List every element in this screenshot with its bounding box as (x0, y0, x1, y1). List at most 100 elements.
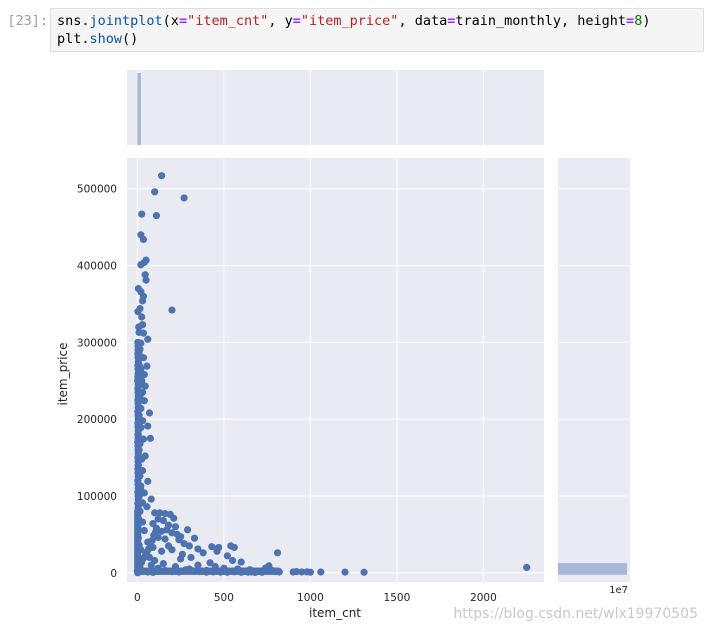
scatter-point (199, 549, 207, 557)
scatter-point (298, 568, 306, 576)
scatter-point (147, 561, 155, 569)
x-tick-label: 2000 (470, 592, 497, 604)
scatter-point (140, 371, 148, 379)
scatter-point (170, 514, 178, 522)
scatter-point (138, 210, 146, 218)
scatter-point (159, 516, 167, 525)
scatter-point (273, 549, 282, 557)
scatter-point (138, 313, 146, 321)
scatter-point (161, 535, 169, 543)
y-tick-label: 200000 (77, 414, 117, 426)
x-tick-label: 0 (134, 592, 141, 604)
scatter-point (194, 561, 202, 569)
scatter-point (154, 564, 162, 572)
scatter-point (134, 346, 142, 354)
scatter-point (144, 335, 152, 343)
scatter-point (139, 354, 148, 362)
scatter-point (145, 409, 154, 417)
scatter-point (161, 566, 169, 575)
scatter-point (216, 568, 225, 576)
scatter-point (144, 477, 152, 485)
scatter-point (143, 362, 151, 370)
scatter-point (183, 526, 192, 534)
scatter-point (189, 567, 197, 575)
scatter-point (194, 545, 202, 553)
scatter-point (168, 568, 176, 576)
right-marginal-offset-label: 1e7 (609, 585, 628, 596)
y-tick-label: 100000 (77, 491, 117, 503)
scatter-point (206, 559, 214, 567)
scatter-point (134, 438, 142, 446)
scatter-point (134, 453, 143, 462)
scatter-point (168, 306, 176, 314)
scatter-point (135, 493, 143, 501)
scatter-point (141, 271, 149, 279)
scatter-point (202, 568, 211, 576)
scatter-point (244, 568, 252, 576)
scatter-point (292, 568, 301, 576)
scatter-point (152, 212, 161, 220)
scatter-point (136, 484, 145, 492)
scatter-point (134, 284, 143, 293)
scatter-point (139, 235, 148, 244)
scatter-point (196, 568, 204, 576)
scatter-point (149, 568, 157, 576)
scatter-axes: 0 500 1000 1500 2000 0 100000 200000 300000 40000… (77, 158, 544, 604)
scatter-point (230, 568, 238, 576)
x-marginal-histogram (127, 70, 544, 145)
scatter-point (134, 370, 142, 378)
scatter-point (275, 568, 283, 576)
scatter-point (158, 527, 166, 535)
scatter-point (136, 507, 144, 515)
y-tick-label: 0 (110, 568, 117, 580)
scatter-point (187, 553, 195, 562)
scatter-point (134, 461, 142, 469)
watermark: https://blog.csdn.net/wlx19970505 (453, 606, 698, 622)
scatter-point (158, 172, 166, 180)
scatter-point (306, 568, 315, 576)
scatter-point (209, 568, 218, 576)
scatter-point (134, 308, 142, 316)
scatter-point (134, 469, 142, 477)
scatter-point (135, 515, 143, 523)
scatter-point (135, 541, 143, 549)
scatter-point (177, 555, 185, 563)
scatter-point (135, 423, 143, 431)
code-line-2: plt.show() (57, 31, 139, 47)
scatter-point (213, 547, 221, 555)
scatter-point (317, 568, 325, 576)
scatter-point (223, 552, 231, 560)
y-tick-label: 300000 (77, 337, 117, 349)
scatter-point (175, 568, 183, 576)
x-marginal-background (127, 70, 544, 145)
scatter-point (228, 556, 237, 565)
scatter-point (134, 407, 142, 416)
scatter-point (185, 542, 193, 550)
y-tick-label: 400000 (77, 261, 117, 273)
y-marginal-bar (558, 563, 627, 575)
scatter-point (138, 417, 147, 425)
scatter-point (134, 523, 142, 531)
scatter-point (159, 559, 167, 568)
scatter-point (143, 503, 151, 511)
scatter-point (140, 397, 148, 405)
scatter-point (141, 382, 149, 390)
y-axis-label: item_price (56, 343, 70, 406)
scatter-point (360, 568, 368, 576)
scatter-point (341, 568, 349, 576)
scatter-point (135, 500, 144, 508)
scatter-point (171, 523, 180, 531)
y-tick-label: 500000 (77, 184, 117, 196)
x-tick-label: 500 (214, 592, 234, 604)
scatter-point (237, 568, 245, 576)
code-input[interactable]: sns.jointplot(x="item_cnt", y="item_pric… (50, 8, 704, 52)
scatter-point (134, 392, 143, 400)
scatter-point (237, 558, 245, 566)
scatter-point (180, 194, 188, 202)
x-tick-label: 1500 (384, 592, 411, 604)
scatter-point (523, 563, 531, 572)
scatter-point (164, 542, 173, 550)
scatter-point (144, 568, 152, 576)
